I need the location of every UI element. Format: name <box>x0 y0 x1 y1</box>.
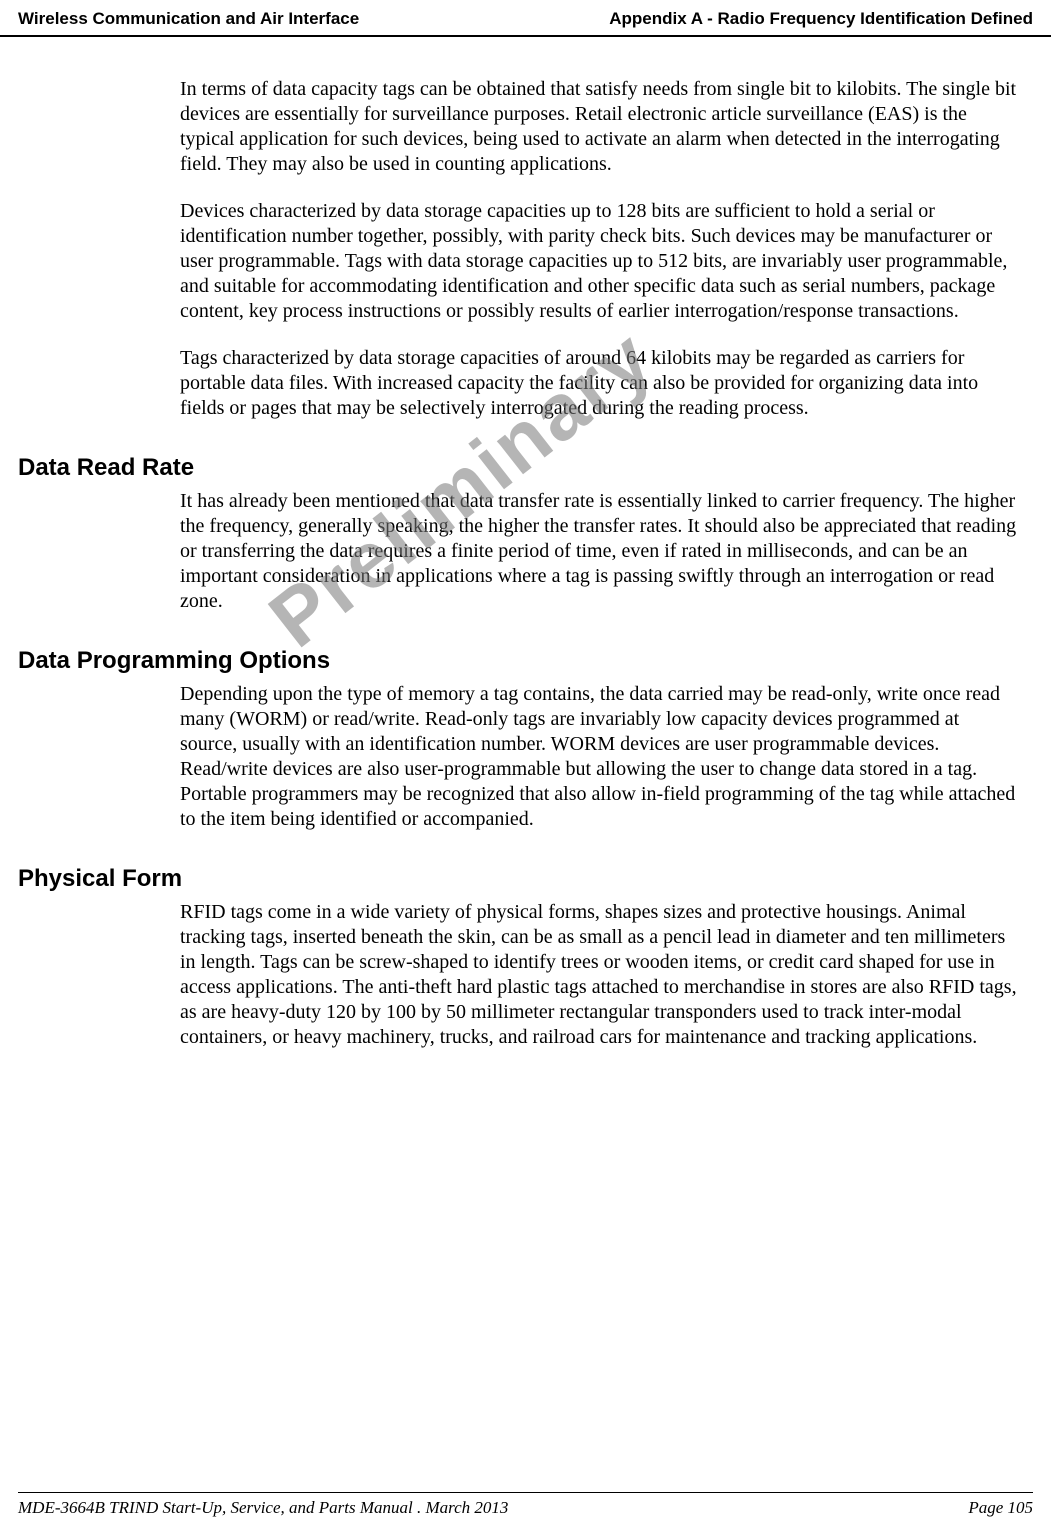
page-content: In terms of data capacity tags can be ob… <box>0 77 1051 1050</box>
footer-right: Page 105 <box>968 1497 1033 1518</box>
heading-physical-form: Physical Form <box>18 864 1021 894</box>
body-paragraph: Depending upon the type of memory a tag … <box>180 682 1021 832</box>
body-paragraph: In terms of data capacity tags can be ob… <box>180 77 1021 177</box>
body-paragraph: Tags characterized by data storage capac… <box>180 346 1021 421</box>
header-left: Wireless Communication and Air Interface <box>18 8 359 29</box>
heading-data-read-rate: Data Read Rate <box>18 453 1021 483</box>
body-paragraph: Devices characterized by data storage ca… <box>180 199 1021 324</box>
body-paragraph: RFID tags come in a wide variety of phys… <box>180 900 1021 1050</box>
footer-left: MDE-3664B TRIND Start-Up, Service, and P… <box>18 1497 508 1518</box>
heading-data-programming-options: Data Programming Options <box>18 646 1021 676</box>
page-footer: MDE-3664B TRIND Start-Up, Service, and P… <box>18 1492 1033 1518</box>
page-header: Wireless Communication and Air Interface… <box>0 0 1051 37</box>
header-right: Appendix A - Radio Frequency Identificat… <box>609 8 1033 29</box>
body-paragraph: It has already been mentioned that data … <box>180 489 1021 614</box>
